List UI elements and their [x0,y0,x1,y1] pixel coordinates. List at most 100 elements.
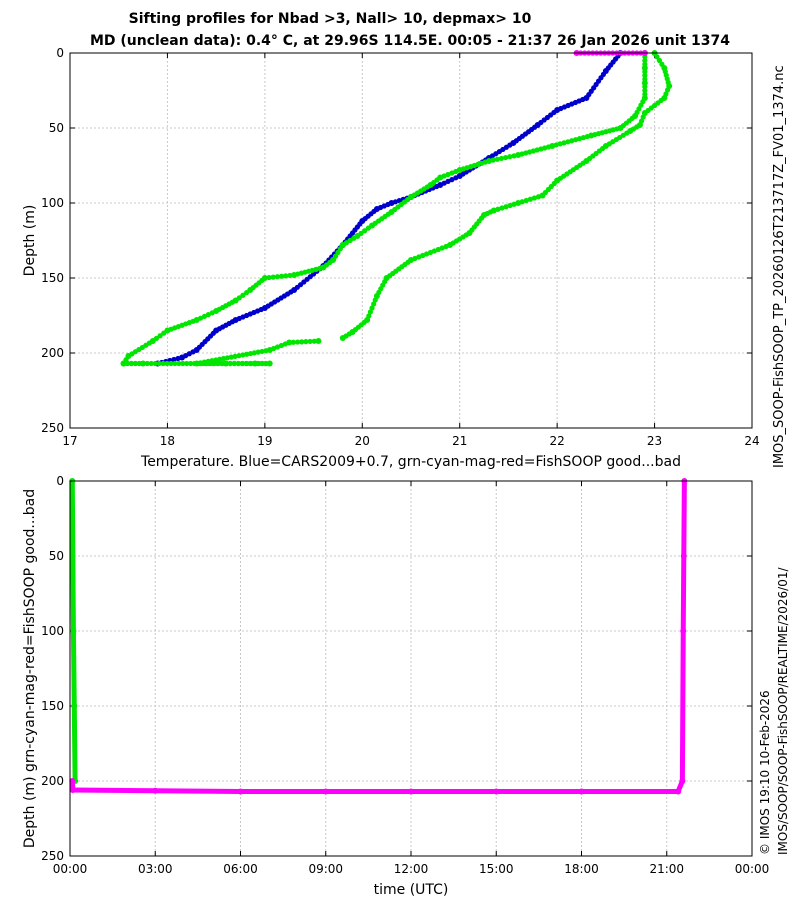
data-point [580,135,587,141]
data-point [171,356,177,363]
data-point [640,114,646,120]
data-point [274,344,281,350]
data-point [642,72,648,79]
data-point [311,338,317,344]
x-tick-label: 06:00 [223,862,258,876]
data-point [416,254,422,260]
series-track [679,628,686,784]
data-point [435,246,441,253]
data-point [266,274,272,281]
data-point [236,353,242,359]
data-point [584,133,590,140]
data-point [303,339,309,345]
data-point [445,178,451,184]
data-point [283,273,289,279]
data-point [128,360,134,367]
data-point [654,54,660,60]
data-point [172,360,178,367]
data-point [156,360,162,367]
data-point [184,360,190,367]
data-point [503,154,509,161]
data-point [263,348,269,354]
data-point [228,354,234,360]
y-tick-label: 250 [41,421,64,435]
series-track [69,478,76,634]
data-point [299,339,305,345]
data-point [511,153,517,159]
data-point [445,171,451,178]
data-point [449,170,455,176]
data-point [339,335,346,341]
data-point [259,360,265,367]
data-point [251,350,257,356]
data-point [240,292,246,298]
x-tick-label: 23 [647,434,662,448]
y-tick-label: 150 [41,699,64,713]
data-point [494,156,500,162]
data-point [247,350,254,357]
data-point [498,155,505,162]
data-point [259,348,265,355]
data-point [274,274,280,280]
data-point [369,305,375,311]
x-tick-label: 00:00 [53,862,88,876]
data-point [535,194,542,200]
data-point [224,355,231,361]
data-point [148,360,154,367]
data-point [565,139,571,145]
data-point [255,349,261,355]
series-track [681,478,687,559]
data-point [641,80,648,86]
data-point [239,360,245,367]
series-track [71,703,78,784]
data-point [132,360,138,367]
y-tick-label: 100 [41,196,64,210]
data-point [641,65,648,71]
data-point [168,360,174,367]
data-point [576,136,583,142]
data-point [531,195,538,201]
data-point [192,360,198,367]
data-point [507,202,513,209]
y-tick-label: 150 [41,271,64,285]
x-tick-label: 18:00 [564,862,599,876]
data-point [573,137,579,143]
data-point [315,338,322,344]
data-point [367,309,374,315]
data-point [642,87,648,94]
y-axis-label: Depth (m) [22,205,38,277]
chart-title-line2: MD (unclean data): 0.4° C, at 29.96S 114… [89,33,731,49]
data-point [219,360,225,367]
y-tick-label: 50 [49,121,64,135]
y-tick-label: 200 [41,774,64,788]
series-track [70,628,77,709]
data-point [243,360,249,367]
series-track [70,787,158,794]
data-point [240,352,246,358]
data-point [287,272,293,279]
data-point [278,342,285,349]
x-tick-label: 19 [257,434,272,448]
data-point [278,273,285,279]
series-track [680,553,687,634]
data-point [180,360,186,367]
data-point [507,154,513,160]
data-point [527,196,533,202]
y-tick-label: 200 [41,346,64,360]
data-point [120,360,127,367]
data-point [664,87,671,93]
x-tick-label: 03:00 [138,862,173,876]
data-point [427,249,434,256]
data-point [203,360,210,367]
series-track [152,788,243,794]
data-point [511,201,517,207]
data-point [372,297,378,303]
data-point [164,360,170,367]
data-point [255,360,261,367]
x-tick-label: 12:00 [394,862,429,876]
data-point [232,353,238,359]
side-stamp: © IMOS 19:10 10-Feb-2026 [758,690,772,855]
data-point [431,248,437,254]
x-tick-label: 18 [160,434,175,448]
